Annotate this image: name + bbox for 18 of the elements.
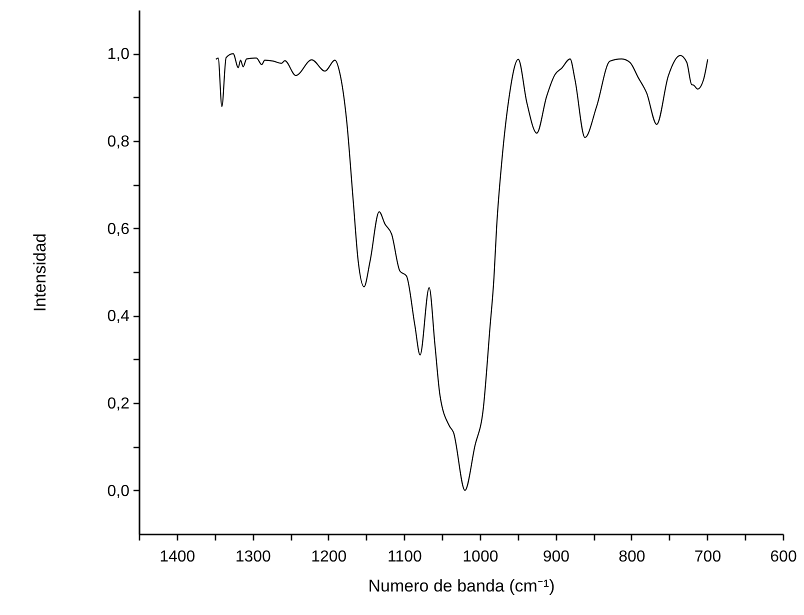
line-series	[215, 53, 708, 491]
x-axis-title: Numero de banda (cm⁻¹)	[368, 576, 555, 596]
y-tick-label: 0,8	[107, 134, 130, 150]
y-tick-label: 0,0	[107, 482, 130, 500]
x-tick-label: 600	[770, 548, 797, 566]
x-tick-label: 800	[618, 548, 646, 566]
x-tick-label: 700	[694, 548, 722, 566]
x-tick-label: 900	[542, 548, 570, 566]
y-tick-label: 0,2	[107, 396, 130, 412]
x-tick-label: 1200	[311, 548, 347, 566]
y-axis-title: Intensidad	[30, 233, 50, 312]
x-tick-label: 1300	[235, 548, 272, 566]
y-tick-label: 1,0	[107, 46, 130, 64]
x-tick-label: 1000	[462, 548, 498, 566]
y-tick-label: 0,4	[107, 308, 130, 326]
x-tick-label: 1400	[160, 548, 196, 566]
y-tick-label: 0,6	[107, 220, 130, 238]
x-tick-label: 1100	[387, 548, 422, 566]
